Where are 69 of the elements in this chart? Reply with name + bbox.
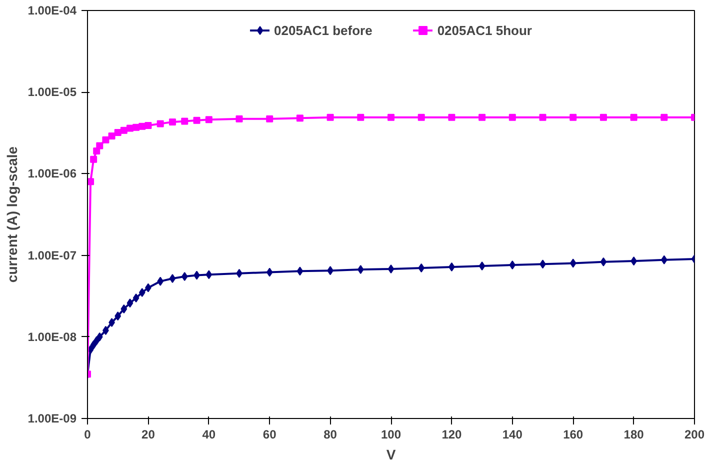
point [448, 114, 456, 121]
legend-label: 0205AC1 before [274, 22, 372, 38]
point [418, 263, 425, 272]
point [108, 132, 116, 140]
point [168, 118, 176, 126]
point [478, 261, 486, 270]
point [600, 114, 607, 121]
point [138, 288, 146, 298]
y-axis-title: current (A) log-scale [4, 146, 20, 283]
y-tick-label: 1.00E-06 [28, 166, 77, 181]
point [236, 115, 243, 122]
x-tick-label: 160 [563, 428, 584, 442]
point [296, 114, 304, 122]
y-tick-label: 1.00E-05 [28, 85, 77, 100]
y-tick-label: 1.00E-09 [28, 412, 77, 426]
x-tick-label: 40 [202, 428, 216, 442]
point [181, 118, 188, 125]
point [539, 114, 546, 121]
point [570, 114, 577, 121]
point [630, 114, 638, 121]
point [478, 114, 486, 121]
point [169, 274, 176, 283]
x-tick-label: 0 [84, 428, 92, 442]
point [114, 128, 122, 136]
legend-label: 0205AC1 5hour [437, 22, 532, 38]
point [600, 257, 607, 266]
point [570, 258, 576, 268]
point [88, 178, 94, 186]
point [120, 304, 128, 314]
x-tick-label: 140 [502, 428, 523, 442]
point [266, 268, 273, 277]
point [266, 115, 274, 122]
x-tick-label: 120 [442, 428, 462, 442]
point [206, 270, 212, 280]
y-tick-label: 1.00E-08 [28, 330, 77, 344]
point [660, 114, 668, 121]
point [132, 293, 140, 302]
point [102, 136, 110, 144]
point [508, 114, 516, 121]
point [126, 298, 134, 308]
point [388, 114, 394, 121]
y-tick-label: 1.00E-04 [28, 4, 77, 18]
point [326, 114, 334, 121]
point [90, 156, 98, 163]
point [114, 312, 122, 321]
point [181, 272, 188, 281]
point [418, 114, 425, 121]
point [193, 116, 200, 124]
point [144, 122, 152, 129]
point [205, 116, 212, 124]
point [157, 276, 164, 286]
point [96, 332, 103, 342]
x-axis-title: V [386, 446, 396, 462]
point [96, 142, 104, 150]
x-tick-label: 60 [262, 428, 277, 442]
point [120, 126, 128, 134]
point [357, 114, 364, 121]
x-tick-label: 180 [624, 428, 644, 442]
y-tick-label: 1.00E-07 [28, 248, 77, 262]
point [357, 264, 364, 274]
point [388, 264, 394, 274]
x-tick-label: 100 [380, 428, 402, 442]
x-tick-label: 20 [142, 428, 156, 442]
x-tick-label: 80 [324, 428, 338, 442]
point [509, 260, 516, 270]
point [296, 266, 304, 276]
x-tick-label: 200 [684, 428, 705, 442]
point [156, 120, 164, 128]
point [660, 255, 668, 264]
